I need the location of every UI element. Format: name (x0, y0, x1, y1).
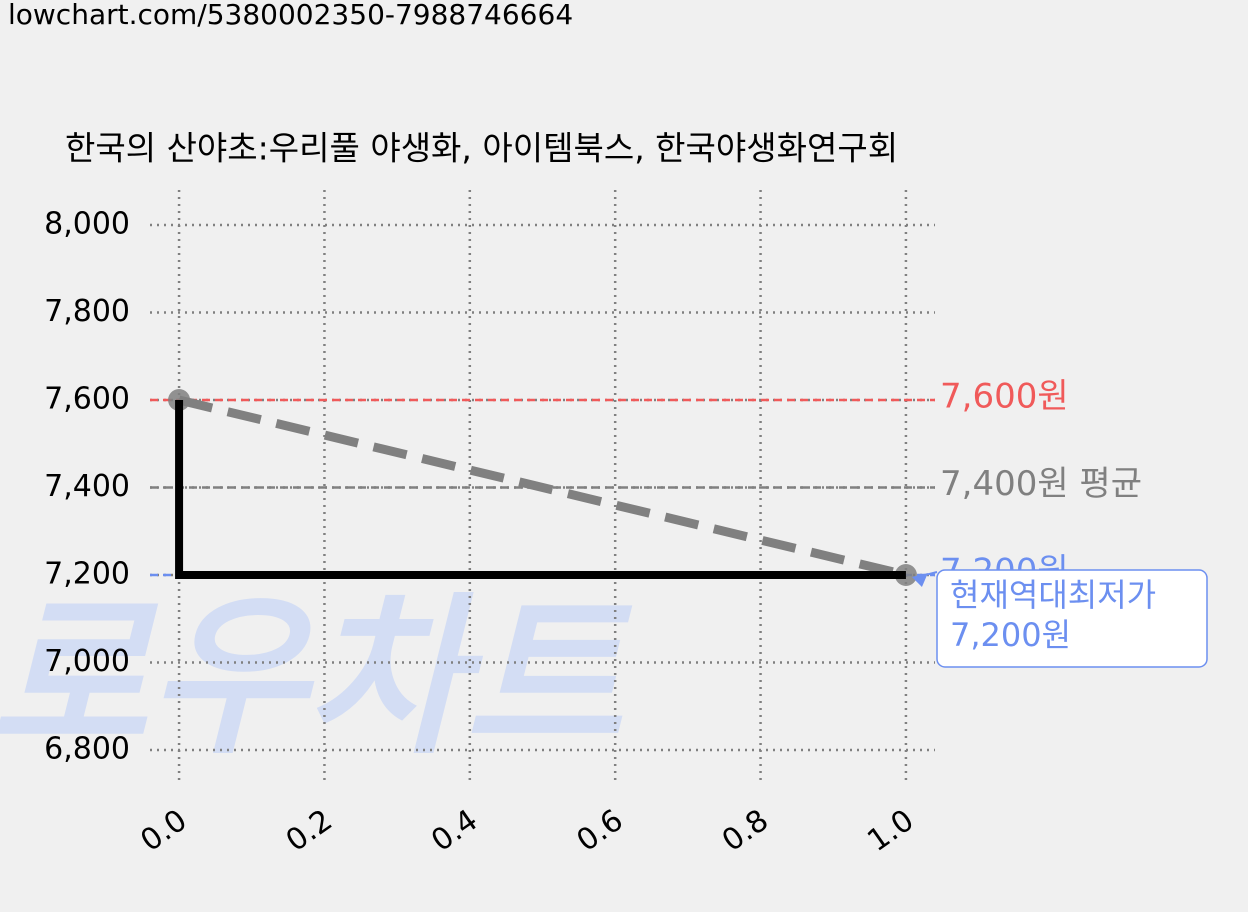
x-tick-label: 0.4 (425, 803, 484, 859)
series-line (178, 395, 907, 580)
annotation-arrowhead (911, 573, 928, 587)
chart-title: 한국의 산야초:우리풀 야생화, 아이템북스, 한국야생화연구회 (65, 129, 898, 168)
y-tick-label: 7,800 (44, 294, 130, 329)
annotation-box (936, 569, 1208, 668)
y-tick-label: 7,600 (44, 382, 130, 417)
y-tick-label: 7,200 (44, 557, 130, 592)
y-tick-label: 8,000 (44, 207, 130, 242)
annotation-text: 현재역대최저가 (950, 576, 1156, 614)
y-tick-label: 7,000 (44, 644, 130, 679)
watermark: 로우차트 (0, 577, 633, 778)
x-tick-label: 0.8 (716, 803, 775, 859)
annotation-text: 7,200원 (950, 616, 1071, 654)
x-tick-label: 0.2 (280, 803, 339, 859)
x-tick-label: 0.0 (134, 803, 193, 859)
url: lowchart.com/5380002350-7988746664 (8, 0, 573, 31)
series-line (175, 400, 906, 579)
reference-label: 7,400원 평균 (940, 464, 1142, 504)
y-tick-label: 7,400 (44, 469, 130, 504)
x-tick-label: 1.0 (861, 803, 920, 859)
reference-label: 7,600원 (940, 377, 1069, 417)
y-tick-label: 6,800 (44, 732, 130, 767)
x-tick-label: 0.6 (570, 803, 629, 859)
